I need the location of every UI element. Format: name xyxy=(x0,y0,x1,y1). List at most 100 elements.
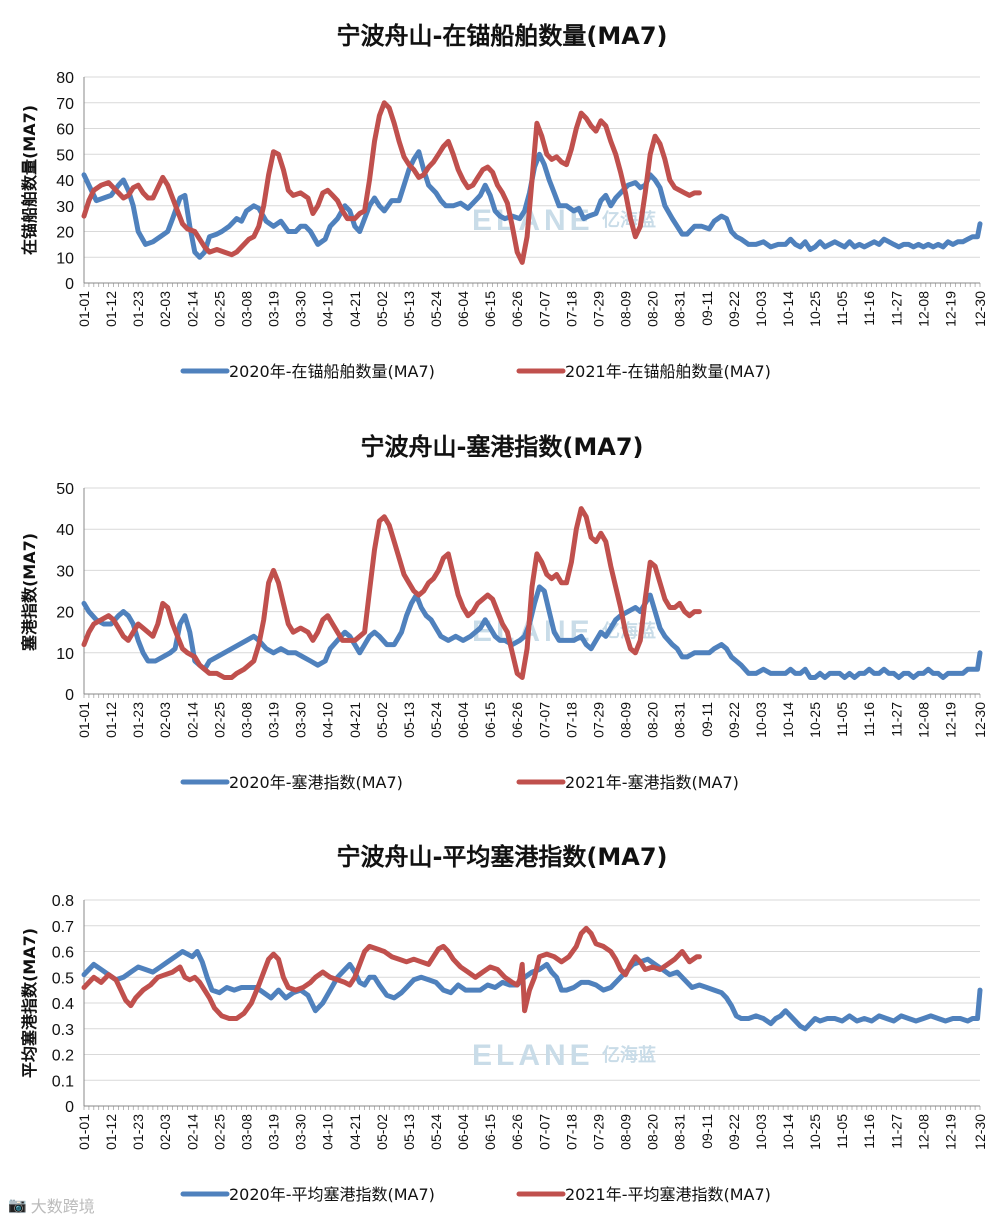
x-tick-label: 10-25 xyxy=(807,291,823,327)
x-tick-label: 06-04 xyxy=(455,702,471,738)
x-tick-label: 05-02 xyxy=(374,1114,390,1150)
x-tick-label: 08-20 xyxy=(645,1114,661,1150)
x-tick-label: 04-21 xyxy=(347,1114,363,1150)
series-line-2020 xyxy=(81,149,983,260)
x-tick-label: 11-27 xyxy=(888,702,904,737)
series-line-2021 xyxy=(81,100,702,265)
x-tick-label: 03-30 xyxy=(293,291,309,327)
x-tick-label: 07-07 xyxy=(536,1114,552,1150)
y-tick-label: 0 xyxy=(65,276,74,293)
x-tick-label: 01-23 xyxy=(130,702,146,738)
y-tick-label: 0.8 xyxy=(52,893,74,910)
x-tick-label: 01-12 xyxy=(103,702,119,738)
x-tick-label: 04-10 xyxy=(320,702,336,738)
x-tick-label: 03-19 xyxy=(266,702,282,738)
corner-mark-text: 大数跨境 xyxy=(30,1197,95,1216)
x-tick-label: 07-29 xyxy=(590,1114,606,1150)
legend-label-2021: 2021年-塞港指数(MA7) xyxy=(565,773,739,792)
x-tick-label: 06-26 xyxy=(509,1114,525,1150)
x-tick-label: 04-21 xyxy=(347,702,363,738)
y-tick-label: 20 xyxy=(56,225,74,242)
x-tick-label: 10-25 xyxy=(807,702,823,738)
x-tick-label: 07-18 xyxy=(563,702,579,738)
chart-2: 宁波舟山-塞港指数(MA7) 塞港指数(MA7) 0 10 20 30 40 50 01-01 0… xyxy=(20,433,988,792)
legend-label-2020: 2020年-塞港指数(MA7) xyxy=(229,773,403,792)
y-tick-label: 30 xyxy=(56,199,74,216)
x-tick-label: 06-15 xyxy=(482,291,498,327)
x-tick-label: 07-07 xyxy=(536,291,552,327)
chart-1: 宁波舟山-在锚船舶数量(MA7) 在锚船舶数量(MA7) 0 10 20 30 40 50 60… xyxy=(20,22,988,381)
x-tick-label: 02-25 xyxy=(211,702,227,738)
x-tick-label: 10-14 xyxy=(780,702,796,738)
x-tick-label: 11-05 xyxy=(834,1114,850,1149)
x-tick-label: 06-15 xyxy=(482,1114,498,1150)
x-tick-label: 11-05 xyxy=(834,702,850,737)
x-tick-label: 05-13 xyxy=(401,291,417,327)
x-tick-label: 08-09 xyxy=(618,1114,634,1150)
x-tick-label: 07-29 xyxy=(590,702,606,738)
x-tick-label: 03-19 xyxy=(266,1114,282,1150)
x-tick-label: 02-14 xyxy=(184,702,200,738)
x-tick-label: 01-12 xyxy=(103,1114,119,1150)
x-tick-label: 12-30 xyxy=(972,291,988,327)
x-tick-label: 10-14 xyxy=(780,291,796,327)
x-tick-label: 03-08 xyxy=(238,702,254,738)
x-tick-label: 02-25 xyxy=(211,291,227,327)
x-tick-label: 09-11 xyxy=(699,702,715,737)
legend-label-2021: 2021年-在锚船舶数量(MA7) xyxy=(565,362,771,381)
x-tick-label: 06-26 xyxy=(509,291,525,327)
x-tick-label: 02-03 xyxy=(157,291,173,327)
y-tick-label: 50 xyxy=(56,147,74,164)
series-line-2021 xyxy=(81,506,702,680)
x-tick-label: 08-31 xyxy=(672,702,688,738)
y-tick-label: 30 xyxy=(56,563,74,580)
chart-title: 宁波舟山-平均塞港指数(MA7) xyxy=(336,843,667,871)
y-tick-label: 0 xyxy=(65,687,74,704)
x-tick-label: 04-10 xyxy=(320,1114,336,1150)
chart-title: 宁波舟山-在锚船舶数量(MA7) xyxy=(336,22,667,50)
x-tick-label: 08-31 xyxy=(672,1114,688,1150)
x-tick-label: 05-02 xyxy=(374,702,390,738)
x-tick-label: 07-18 xyxy=(563,291,579,327)
y-tick-label: 40 xyxy=(56,173,74,190)
y-tick-label: 50 xyxy=(56,481,74,498)
x-tick-label: 03-30 xyxy=(293,702,309,738)
x-tick-label: 01-01 xyxy=(76,702,92,738)
x-tick-label: 06-15 xyxy=(482,702,498,738)
x-tick-label: 02-14 xyxy=(184,291,200,327)
x-tick-label: 05-24 xyxy=(428,702,444,738)
x-tick-label: 12-19 xyxy=(942,1114,958,1150)
y-tick-label: 0.6 xyxy=(52,945,74,962)
x-tick-label: 03-19 xyxy=(266,291,282,327)
y-tick-label: 0.3 xyxy=(52,1022,74,1039)
y-tick-label: 20 xyxy=(56,605,74,622)
x-tick-label: 05-13 xyxy=(401,1114,417,1150)
x-tick-label: 12-08 xyxy=(915,291,931,327)
x-tick-label: 12-19 xyxy=(942,291,958,327)
x-tick-label: 07-18 xyxy=(563,1114,579,1150)
y-tick-label: 0.2 xyxy=(52,1048,74,1065)
x-tick-label: 05-13 xyxy=(401,702,417,738)
x-tick-label: 10-03 xyxy=(753,291,769,327)
x-tick-label: 03-08 xyxy=(238,291,254,327)
x-tick-label: 01-23 xyxy=(130,291,146,327)
y-tick-label: 60 xyxy=(56,122,74,139)
x-tick-label: 12-19 xyxy=(942,702,958,738)
x-tick-label: 12-08 xyxy=(915,702,931,738)
x-tick-label: 08-20 xyxy=(645,702,661,738)
camera-icon: 📷 xyxy=(8,1196,27,1214)
x-tick-label: 06-04 xyxy=(455,1114,471,1150)
y-axis-label: 平均塞港指数(MA7) xyxy=(20,928,39,1078)
x-tick-label: 03-30 xyxy=(293,1114,309,1150)
y-tick-label: 0.5 xyxy=(52,970,74,987)
y-axis-label: 在锚船舶数量(MA7) xyxy=(20,105,39,255)
x-tick-label: 11-27 xyxy=(888,1114,904,1149)
x-tick-label: 10-14 xyxy=(780,1114,796,1150)
watermark-brand: ELANE xyxy=(472,1039,594,1072)
y-tick-label: 0.4 xyxy=(52,996,74,1013)
y-tick-label: 0.1 xyxy=(52,1073,74,1090)
y-tick-label: 0 xyxy=(65,1099,74,1116)
y-tick-label: 10 xyxy=(56,646,74,663)
chart-3: 宁波舟山-平均塞港指数(MA7) 平均塞港指数(MA7) 0 0.1 0.2 0.3 0.4… xyxy=(20,843,988,1204)
